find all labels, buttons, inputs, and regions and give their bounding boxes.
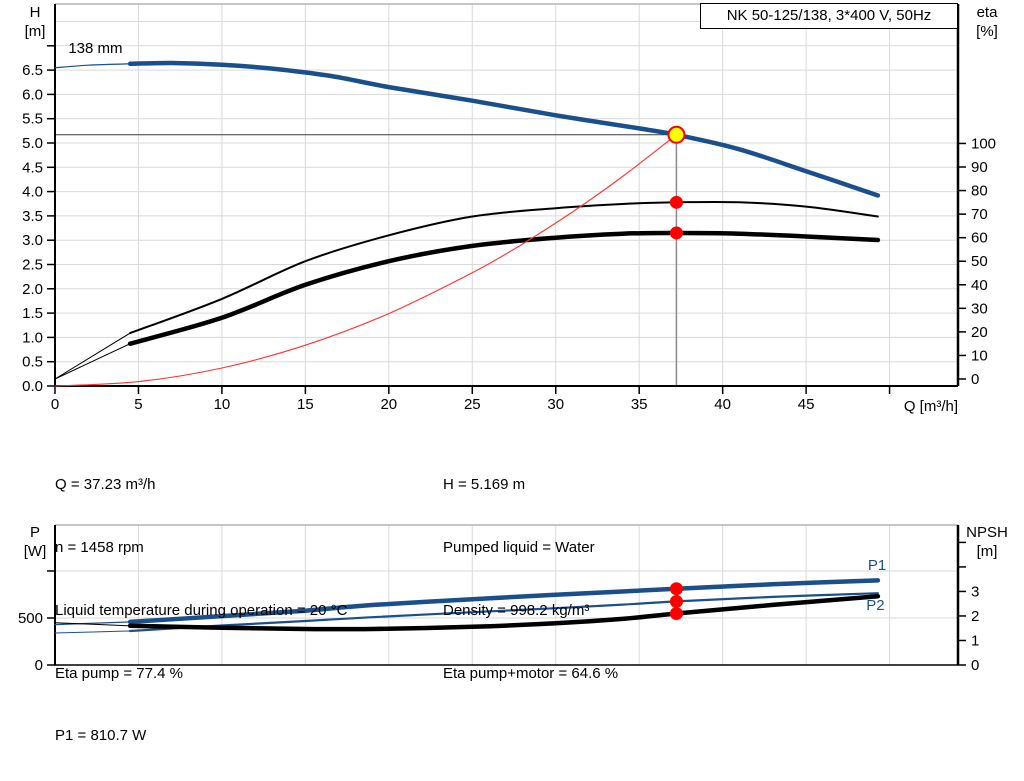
- svg-text:15: 15: [297, 396, 314, 413]
- svg-text:1.0: 1.0: [22, 329, 43, 346]
- svg-text:90: 90: [971, 159, 988, 176]
- p1-curve: [54, 578, 881, 626]
- plot-frame: [54, 3, 960, 387]
- duty-info-right: H = 5.169 m Pumped liquid = Water Densit…: [443, 432, 618, 726]
- p-axis-unit: [W]: [23, 543, 47, 560]
- npsh-curve: [54, 594, 881, 632]
- duty-reference-lines: [55, 134, 678, 386]
- system-curve: [54, 134, 677, 387]
- npsh-axis-unit: [m]: [976, 543, 998, 560]
- svg-text:2.5: 2.5: [22, 256, 43, 273]
- h-axis-unit: [m]: [24, 23, 46, 40]
- svg-text:60: 60: [971, 230, 988, 247]
- svg-text:0: 0: [35, 657, 43, 674]
- eta-axis-name: eta: [976, 4, 998, 21]
- info-eta-pump: Eta pump = 77.4 %: [55, 665, 183, 682]
- duty-info-left: Q = 37.23 m³/h n = 1458 rpm Liquid tempe…: [55, 432, 347, 726]
- info-speed: n = 1458 rpm: [55, 539, 144, 556]
- svg-text:80: 80: [971, 183, 988, 200]
- svg-text:25: 25: [464, 396, 481, 413]
- svg-text:3.0: 3.0: [22, 232, 43, 249]
- svg-text:1: 1: [971, 632, 979, 649]
- duty-point-marker[interactable]: [667, 125, 686, 144]
- svg-text:1.5: 1.5: [22, 305, 43, 322]
- p1-curve-label: P1: [868, 557, 886, 574]
- q-axis-label: Q [m³/h]: [903, 398, 958, 415]
- eta-pump-motor-point: [669, 226, 683, 240]
- svg-text:0: 0: [971, 657, 979, 674]
- svg-text:3: 3: [971, 583, 979, 600]
- p-axis-name: P: [29, 524, 40, 541]
- svg-text:5.5: 5.5: [22, 111, 43, 128]
- svg-text:0: 0: [971, 371, 979, 388]
- gridlines: [55, 525, 958, 665]
- svg-text:5.0: 5.0: [22, 135, 43, 152]
- eta-pump-curve: [54, 200, 879, 380]
- info-pumped-liquid: Pumped liquid = Water: [443, 539, 595, 556]
- plot-frame: [54, 524, 960, 666]
- p-axis-label: P [W]: [16, 523, 54, 561]
- eta-pump-point: [669, 195, 683, 209]
- svg-text:0: 0: [51, 396, 59, 413]
- npsh-axis-label: NPSH [m]: [956, 523, 1018, 561]
- impeller-label: 138 mm: [68, 40, 122, 57]
- h-axis-name: H: [29, 4, 41, 21]
- svg-text:500: 500: [18, 610, 43, 627]
- p2-point: [669, 594, 683, 608]
- svg-text:30: 30: [547, 396, 564, 413]
- svg-text:45: 45: [798, 396, 815, 413]
- svg-text:10: 10: [214, 396, 231, 413]
- info-q: Q = 37.23 m³/h: [55, 476, 156, 493]
- svg-text:3.5: 3.5: [22, 208, 43, 225]
- svg-text:5: 5: [134, 396, 142, 413]
- svg-text:6.5: 6.5: [22, 62, 43, 79]
- h-axis-label: H [m]: [16, 3, 54, 41]
- pump-title-box: NK 50-125/138, 3*400 V, 50Hz: [700, 3, 958, 29]
- qh-eta-chart: 0 5 10 15 20 25 30 35 40 45 0.0 0.5 1.0 1.5 2.0 2.5 3.0 3…: [22, 3, 996, 413]
- svg-text:20: 20: [971, 324, 988, 341]
- power-info: P1 = 810.7 W P2 = 676.5 W NPSH = 2.1 m M…: [55, 683, 390, 781]
- npsh-point: [669, 607, 683, 621]
- svg-text:40: 40: [971, 277, 988, 294]
- eta-pump-motor-curve: [54, 230, 881, 380]
- info-liquid-temp: Liquid temperature during operation = 20…: [55, 602, 348, 619]
- svg-text:6.0: 6.0: [22, 86, 43, 103]
- svg-text:100: 100: [971, 135, 996, 152]
- info-p1: P1 = 810.7 W: [55, 727, 147, 744]
- svg-text:50: 50: [971, 253, 988, 270]
- eta-axis-label: eta [%]: [962, 3, 1012, 41]
- p2-curve-label: P2: [866, 597, 884, 614]
- svg-text:35: 35: [631, 396, 648, 413]
- svg-text:2.0: 2.0: [22, 281, 43, 298]
- info-density: Density = 998.2 kg/m³: [443, 602, 590, 619]
- npsh-axis-name: NPSH: [966, 524, 1008, 541]
- gridlines: [55, 4, 958, 386]
- svg-text:0.0: 0.0: [22, 378, 43, 395]
- p2-curve: [54, 592, 879, 634]
- axis-ticks: 0 500 0 1 2 3: [18, 541, 979, 674]
- eta-axis-unit: [%]: [976, 23, 998, 40]
- svg-text:70: 70: [971, 206, 988, 223]
- axis-ticks: 0 5 10 15 20 25 30 35 40 45 0.0 0.5 1.0 1.5 2.0 2.5 3.0 3…: [22, 45, 996, 413]
- svg-text:4.5: 4.5: [22, 159, 43, 176]
- svg-text:40: 40: [714, 396, 731, 413]
- svg-text:30: 30: [971, 300, 988, 317]
- head-curve-138mm: [54, 60, 881, 198]
- info-eta-pump-motor: Eta pump+motor = 64.6 %: [443, 665, 619, 682]
- svg-text:10: 10: [971, 347, 988, 364]
- svg-text:4.0: 4.0: [22, 184, 43, 201]
- svg-text:20: 20: [380, 396, 397, 413]
- svg-text:0.5: 0.5: [22, 354, 43, 371]
- svg-text:2: 2: [971, 608, 979, 625]
- power-npsh-chart: 0 500 0 1 2 3 P1 P2: [18, 524, 979, 674]
- p1-point: [669, 582, 683, 596]
- info-head: H = 5.169 m: [443, 476, 526, 493]
